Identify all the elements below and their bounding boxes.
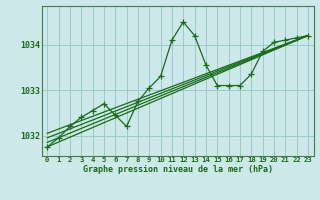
X-axis label: Graphe pression niveau de la mer (hPa): Graphe pression niveau de la mer (hPa): [83, 165, 273, 174]
